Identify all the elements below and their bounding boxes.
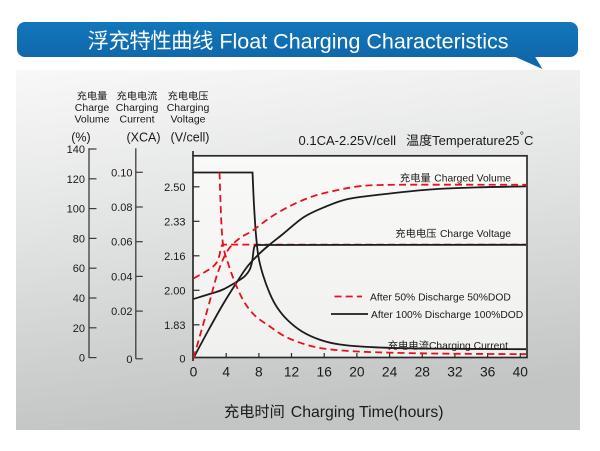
svg-text:0.02: 0.02 (111, 306, 132, 318)
svg-text:2.50: 2.50 (164, 182, 185, 194)
svg-text:Charge: Charge (75, 102, 110, 114)
svg-text:20: 20 (349, 365, 365, 380)
svg-text:4: 4 (222, 365, 230, 380)
svg-text:Charge Voltage: Charge Voltage (440, 229, 511, 240)
svg-text:40: 40 (513, 365, 529, 380)
svg-text:24: 24 (382, 365, 398, 380)
svg-text:0: 0 (179, 354, 185, 366)
svg-text:(V/cell): (V/cell) (171, 131, 210, 145)
svg-text:8: 8 (255, 365, 263, 380)
svg-text:Volume: Volume (74, 113, 109, 125)
svg-text:0: 0 (190, 365, 198, 380)
svg-text:12: 12 (284, 365, 299, 380)
svg-text:0.06: 0.06 (111, 237, 132, 249)
svg-text:32: 32 (447, 365, 462, 380)
svg-text:20: 20 (73, 323, 85, 335)
svg-text:0.08: 0.08 (111, 202, 132, 214)
svg-text:Charging: Charging (116, 102, 159, 114)
svg-text:16: 16 (317, 365, 333, 380)
svg-text:Charging: Charging (167, 102, 210, 114)
svg-text:140: 140 (67, 144, 85, 156)
svg-text:Temperature25: Temperature25 (432, 133, 519, 148)
svg-text:36: 36 (480, 365, 496, 380)
svg-text:Charging Current: Charging Current (429, 341, 508, 352)
svg-text:Charging Time(hours): Charging Time(hours) (291, 404, 444, 421)
svg-text:2.00: 2.00 (164, 285, 185, 297)
svg-text:0: 0 (126, 354, 132, 366)
svg-text:Current: Current (119, 113, 154, 125)
svg-text:(%): (%) (71, 131, 90, 145)
svg-text:2.16: 2.16 (164, 251, 185, 263)
svg-text:28: 28 (415, 365, 431, 380)
svg-text:C: C (524, 133, 533, 148)
svg-text:0.10: 0.10 (111, 167, 132, 179)
svg-text:Float Charging Characteristics: Float Charging Characteristics (219, 29, 508, 53)
svg-text:Voltage: Voltage (170, 113, 205, 125)
svg-text:(XCA): (XCA) (126, 131, 160, 145)
svg-text:0.04: 0.04 (111, 271, 132, 283)
svg-text:60: 60 (73, 263, 85, 275)
svg-text:40: 40 (73, 293, 85, 305)
svg-text:80: 80 (73, 233, 85, 245)
svg-text:0.1CA-2.25V/cell: 0.1CA-2.25V/cell (299, 133, 397, 148)
svg-text:Charged Volume: Charged Volume (434, 174, 511, 185)
svg-text:2.33: 2.33 (164, 216, 185, 228)
svg-text:1.83: 1.83 (164, 320, 185, 332)
svg-text:100: 100 (67, 204, 85, 216)
svg-text:After 50% Discharge 50%DOD: After 50% Discharge 50%DOD (370, 293, 511, 304)
svg-text:After 100% Discharge 100%DOD: After 100% Discharge 100%DOD (371, 310, 523, 321)
svg-text:120: 120 (67, 174, 85, 186)
svg-text:°: ° (520, 131, 524, 143)
svg-text:0: 0 (79, 353, 85, 365)
